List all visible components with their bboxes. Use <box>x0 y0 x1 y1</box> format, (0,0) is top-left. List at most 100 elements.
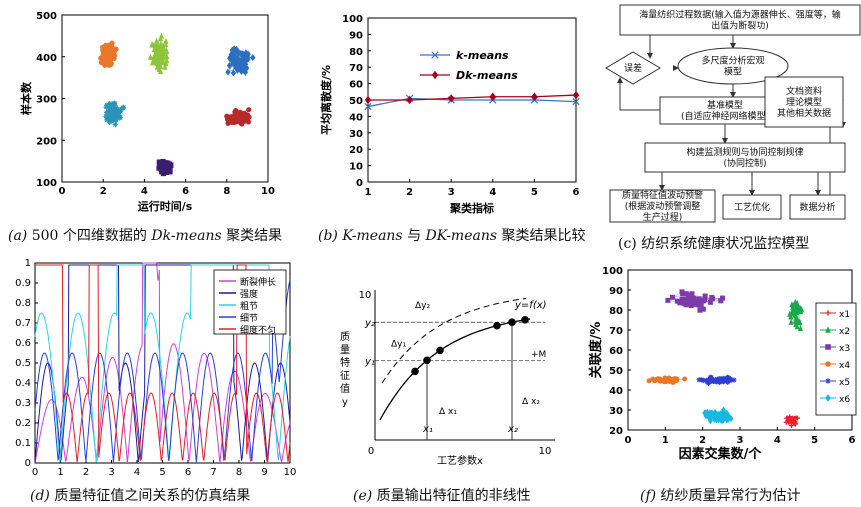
data-point <box>153 43 159 50</box>
y-axis-label: 关联度/% <box>588 322 604 379</box>
legend-marker <box>825 326 831 333</box>
x-axis-label: 聚类指标 <box>449 201 494 215</box>
cluster-2 <box>225 45 256 77</box>
x-tick-label: 6 <box>573 187 580 198</box>
y-axis-label: 样本数 <box>19 81 33 115</box>
curve-point <box>436 346 444 355</box>
data-point <box>698 302 704 308</box>
data-point <box>795 304 801 311</box>
data-point <box>236 57 243 66</box>
y-tick-label: 80 <box>349 47 363 58</box>
y-axis-label-char: 征 <box>340 370 350 382</box>
data-point <box>793 314 799 321</box>
curve-point <box>508 318 516 326</box>
legend-marker <box>825 344 831 350</box>
y-axis-label-char: 值 <box>340 382 350 395</box>
data-point <box>696 377 702 383</box>
data-point <box>684 296 690 302</box>
decision-shape <box>605 51 661 85</box>
curve-label: y=f(x) <box>514 300 547 311</box>
data-point <box>708 376 714 382</box>
y-tick-label: 40 <box>349 112 363 123</box>
dy2-label: Δy₂ <box>415 301 430 311</box>
y2-label: y₂ <box>364 318 375 329</box>
data-point <box>448 94 455 103</box>
data-point <box>731 377 737 383</box>
data-point <box>103 104 109 110</box>
data-point <box>104 102 110 108</box>
box-shape <box>644 142 846 173</box>
data-point <box>158 50 164 57</box>
x-tick-label: 3 <box>108 467 114 478</box>
x-tick-label: 6 <box>849 435 856 446</box>
data-point <box>683 291 689 297</box>
y1-label: y₁ <box>364 356 375 367</box>
box-shape <box>764 76 844 128</box>
data-point <box>164 57 170 64</box>
data-point <box>700 377 706 383</box>
panel-b: 1 2 3 4 5 6 0 10 20 30 40 50 60 70 80 90 100 聚类指标 平均离散度/% k… <box>290 0 590 250</box>
y-tick-label: 40 <box>609 386 623 397</box>
data-point <box>162 63 168 70</box>
data-point <box>246 107 252 113</box>
data-point <box>694 296 700 302</box>
data-point <box>159 161 165 168</box>
data-point <box>725 379 731 385</box>
data-point <box>156 65 162 73</box>
legend-label: x5 <box>839 378 850 388</box>
y-axis-label-char: 质 <box>340 331 350 343</box>
y-tick-label: 0.3 <box>15 398 31 409</box>
x-tick-label: 2 <box>406 187 413 198</box>
box-label: 数据分析 <box>799 201 835 213</box>
data-point <box>163 37 169 44</box>
x2-label: x₂ <box>507 424 518 435</box>
cluster-5 <box>156 158 174 177</box>
data-point <box>231 45 237 53</box>
y-tick-label: 100 <box>342 14 363 25</box>
legend-label: x2 <box>839 327 850 337</box>
y-tick-label: 70 <box>609 326 623 337</box>
series-line-1 <box>368 94 577 101</box>
cluster-1 <box>147 32 170 75</box>
box-label: (自适应神经网络模型) <box>681 110 769 122</box>
data-point <box>104 114 110 120</box>
box-label: 海量纺织过程数据(输入值为源器伸长、强度等，输 <box>639 9 841 21</box>
data-point <box>109 113 116 119</box>
y-tick-label: 0 <box>356 178 363 189</box>
data-point <box>153 40 159 47</box>
x-tick-label: 3 <box>737 435 744 446</box>
box-shape <box>609 189 716 223</box>
data-point <box>711 415 717 423</box>
y-tick-label: 100 <box>602 266 623 277</box>
data-point <box>106 104 113 111</box>
data-point <box>116 107 122 113</box>
legend-label: x6 <box>839 395 850 405</box>
x-tick-label: 5 <box>531 187 538 198</box>
data-point <box>687 301 693 307</box>
box-shape <box>789 194 846 220</box>
x-tick-label: 1 <box>57 467 63 478</box>
data-point <box>709 294 715 300</box>
data-point <box>706 413 712 421</box>
y-tick-label: 10 <box>349 162 363 173</box>
data-point <box>721 406 727 414</box>
data-point <box>716 415 722 423</box>
box-label: 出值为断裂功) <box>711 20 769 32</box>
data-point <box>163 165 169 172</box>
x-tick-label: 7 <box>210 467 216 478</box>
series-4 <box>696 374 737 387</box>
data-point <box>163 169 170 175</box>
data-point <box>689 296 695 302</box>
x-tick-label: 3 <box>448 187 455 198</box>
cluster-4 <box>224 107 252 127</box>
data-point <box>225 120 231 126</box>
data-point <box>724 374 730 380</box>
box-label: (协同控制) <box>723 157 766 169</box>
data-point <box>794 299 800 306</box>
data-point <box>165 160 171 166</box>
box-shape <box>619 4 861 36</box>
data-point <box>102 59 108 65</box>
data-point <box>793 321 799 328</box>
data-point <box>791 301 797 308</box>
